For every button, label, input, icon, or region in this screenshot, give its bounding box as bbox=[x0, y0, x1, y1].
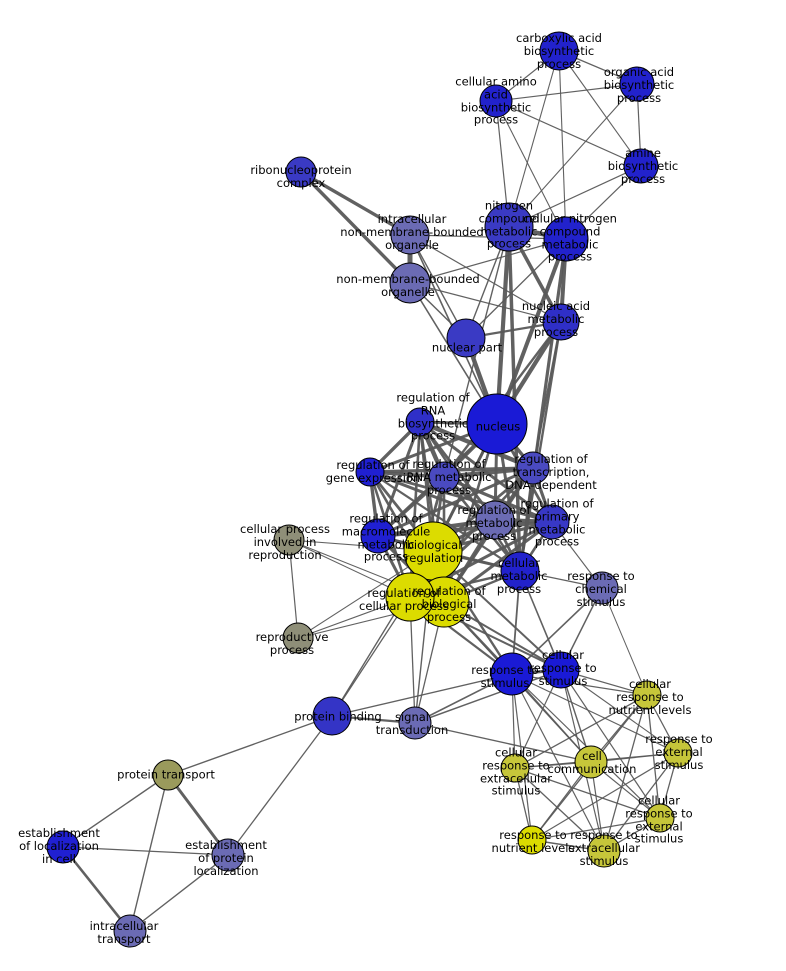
graph-edge bbox=[560, 669, 661, 819]
graph-node[interactable] bbox=[360, 518, 396, 554]
graph-node[interactable] bbox=[516, 451, 550, 485]
graph-node[interactable] bbox=[428, 461, 460, 493]
graph-edge bbox=[560, 669, 679, 754]
graph-node[interactable] bbox=[574, 745, 608, 779]
graph-node[interactable] bbox=[211, 838, 245, 872]
graph-node[interactable] bbox=[619, 66, 655, 102]
graph-node[interactable] bbox=[405, 407, 435, 437]
graph-edge bbox=[508, 83, 638, 228]
graph-edge bbox=[414, 722, 592, 763]
graph-edge bbox=[62, 846, 229, 856]
graph-node[interactable] bbox=[500, 753, 530, 783]
graph-edge bbox=[511, 673, 605, 852]
edges-layer bbox=[61, 50, 679, 932]
graph-edge bbox=[369, 470, 553, 524]
graph-node[interactable] bbox=[484, 202, 534, 252]
graph-edge bbox=[531, 752, 679, 841]
graph-edge bbox=[443, 475, 553, 524]
graph-edge bbox=[369, 471, 521, 572]
graph-edge bbox=[494, 226, 512, 425]
graph-edge bbox=[61, 846, 132, 932]
graph-node[interactable] bbox=[490, 652, 534, 696]
graph-edge bbox=[377, 466, 534, 538]
graph-edge bbox=[646, 694, 661, 819]
graph-edge bbox=[603, 694, 648, 852]
graph-node[interactable] bbox=[403, 521, 463, 581]
graph-node[interactable] bbox=[632, 680, 662, 710]
graph-edge bbox=[495, 100, 642, 167]
nodes-layer bbox=[46, 31, 693, 948]
graph-edge bbox=[511, 673, 648, 696]
graph-node[interactable] bbox=[446, 318, 486, 358]
graph-node[interactable] bbox=[273, 524, 305, 556]
graph-node[interactable] bbox=[663, 738, 693, 768]
graph-node[interactable] bbox=[389, 262, 431, 304]
graph-edge bbox=[300, 170, 411, 237]
graph-node[interactable] bbox=[285, 156, 317, 188]
graph-edge bbox=[514, 767, 605, 852]
graph-edge bbox=[558, 50, 567, 240]
graph-edge bbox=[409, 234, 467, 339]
graph-edge bbox=[558, 50, 642, 167]
graph-edge bbox=[495, 83, 638, 102]
graph-node[interactable] bbox=[587, 834, 621, 868]
graph-node[interactable] bbox=[517, 825, 547, 855]
graph-edge bbox=[166, 774, 230, 856]
graph-node[interactable] bbox=[645, 803, 675, 833]
graph-node[interactable] bbox=[534, 504, 570, 540]
graph-edge bbox=[167, 715, 333, 776]
graph-node[interactable] bbox=[539, 31, 579, 71]
graph-edge bbox=[129, 854, 229, 932]
graph-node[interactable] bbox=[585, 571, 619, 605]
graph-node[interactable] bbox=[385, 572, 435, 622]
graph-edge bbox=[601, 587, 648, 696]
graph-node[interactable] bbox=[466, 393, 528, 455]
graph-edge bbox=[299, 170, 412, 285]
graph-node[interactable] bbox=[398, 706, 432, 740]
graph-node[interactable] bbox=[623, 148, 659, 184]
graph-edge bbox=[511, 673, 679, 754]
graph-edge bbox=[409, 238, 567, 284]
graph-edge bbox=[62, 774, 169, 848]
graph-node[interactable] bbox=[479, 84, 513, 118]
graph-node[interactable] bbox=[46, 830, 80, 864]
graph-edge bbox=[377, 520, 553, 538]
graph-edge bbox=[495, 100, 567, 240]
graph-node[interactable] bbox=[543, 216, 589, 262]
graph-node[interactable] bbox=[500, 551, 540, 591]
graph-edge bbox=[531, 817, 661, 841]
graph-edge bbox=[288, 539, 299, 639]
graph-edge bbox=[465, 238, 567, 339]
graph-node[interactable] bbox=[113, 914, 147, 948]
graph-edge bbox=[227, 715, 333, 856]
graph-node[interactable] bbox=[542, 651, 580, 689]
graph-edge bbox=[514, 767, 661, 819]
graph-edge bbox=[129, 774, 169, 932]
graph-node[interactable] bbox=[542, 303, 580, 341]
graph-edge bbox=[409, 234, 562, 323]
graph-node[interactable] bbox=[475, 500, 515, 540]
graph-edge bbox=[331, 673, 513, 717]
graph-node[interactable] bbox=[312, 696, 352, 736]
graph-edge bbox=[409, 282, 562, 323]
graph-node[interactable] bbox=[390, 215, 430, 255]
graph-edge bbox=[414, 669, 562, 724]
graph-edge bbox=[514, 694, 648, 769]
graph-edge bbox=[508, 50, 560, 228]
graph-node[interactable] bbox=[282, 622, 314, 654]
graph-node[interactable] bbox=[355, 457, 385, 487]
graph-edge bbox=[369, 470, 496, 522]
graph-node[interactable] bbox=[152, 759, 184, 791]
